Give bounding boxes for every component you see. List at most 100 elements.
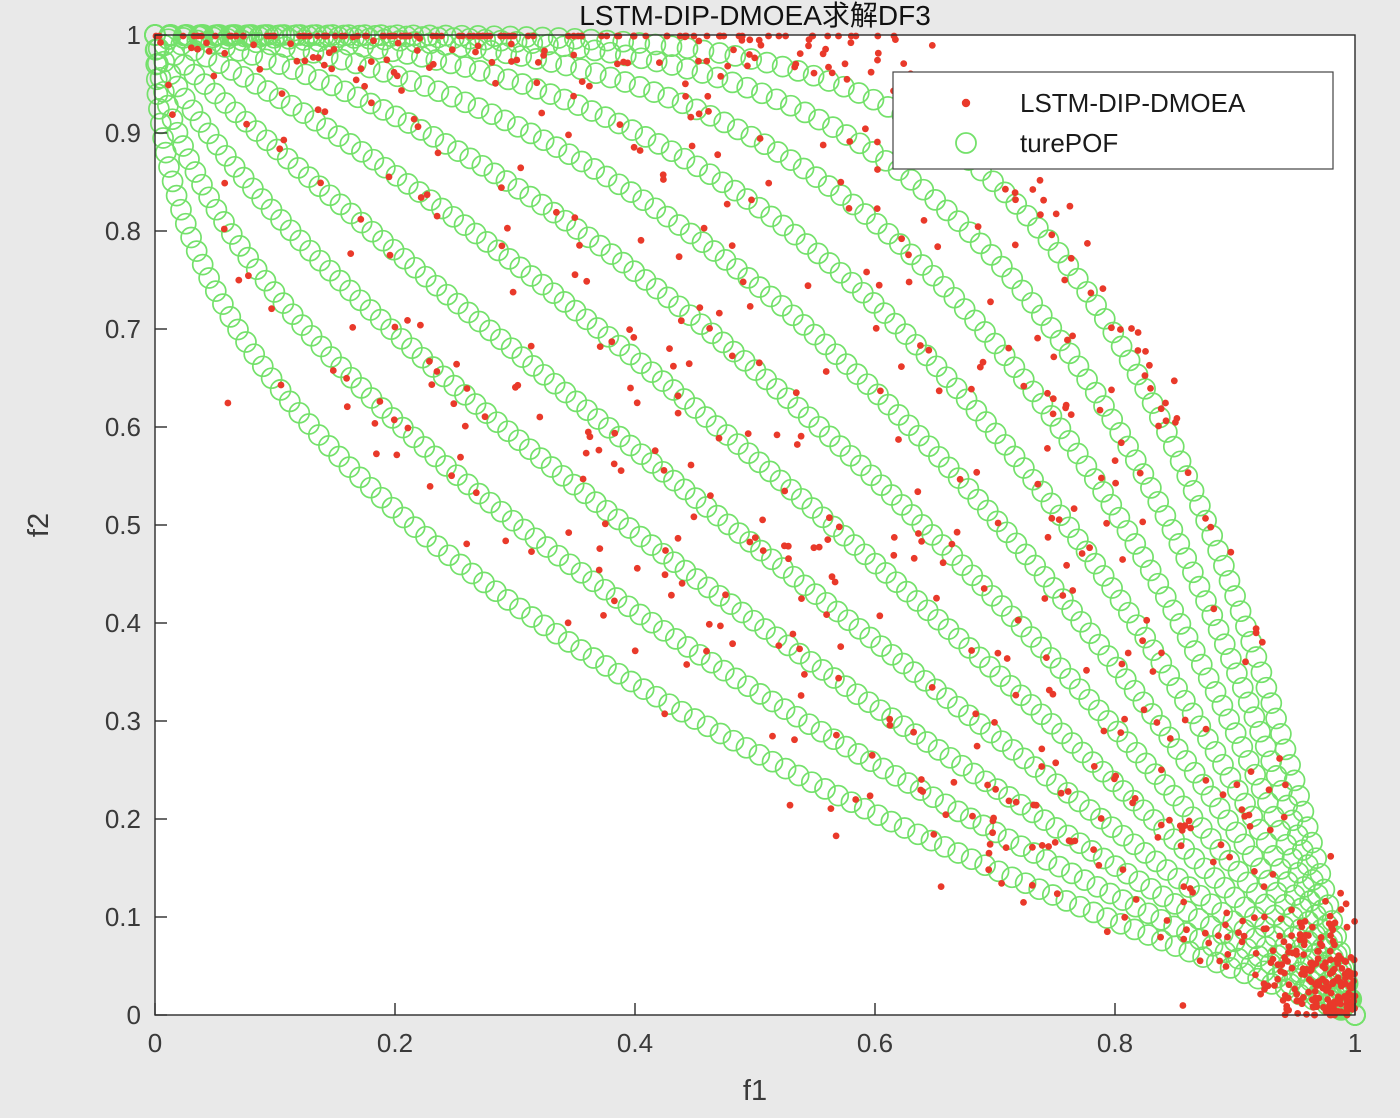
turepof-marker bbox=[823, 667, 845, 689]
lstm-marker bbox=[782, 32, 789, 40]
lstm-marker bbox=[696, 304, 704, 311]
turepof-marker bbox=[205, 198, 228, 221]
turepof-marker bbox=[453, 214, 476, 236]
lstm-marker bbox=[1067, 254, 1075, 262]
lstm-marker bbox=[472, 489, 480, 497]
turepof-marker bbox=[1084, 552, 1107, 575]
lstm-marker bbox=[677, 317, 685, 325]
lstm-marker bbox=[1252, 629, 1260, 637]
turepof-marker bbox=[1218, 569, 1241, 592]
lstm-marker bbox=[1321, 964, 1329, 972]
lstm-marker bbox=[363, 32, 370, 40]
lstm-marker bbox=[226, 32, 234, 40]
turepof-marker bbox=[1296, 854, 1319, 876]
turepof-marker bbox=[362, 148, 385, 171]
lstm-marker bbox=[502, 537, 510, 545]
lstm-marker bbox=[1154, 834, 1162, 841]
turepof-marker bbox=[229, 235, 251, 257]
lstm-marker bbox=[1205, 939, 1213, 947]
lstm-marker bbox=[914, 488, 922, 496]
turepof-marker bbox=[1134, 626, 1157, 649]
turepof-marker bbox=[1241, 845, 1264, 868]
turepof-marker bbox=[191, 173, 213, 196]
lstm-marker bbox=[481, 413, 489, 421]
lstm-marker bbox=[1322, 959, 1329, 966]
turepof-marker bbox=[215, 144, 237, 167]
lstm-marker bbox=[426, 483, 434, 490]
lstm-marker bbox=[786, 801, 794, 809]
turepof-marker bbox=[281, 58, 304, 80]
turepof-marker bbox=[1128, 870, 1151, 893]
turepof-marker bbox=[647, 133, 670, 155]
lstm-marker bbox=[391, 323, 399, 331]
lstm-marker bbox=[472, 48, 479, 56]
lstm-marker bbox=[488, 58, 496, 66]
turepof-marker bbox=[862, 88, 885, 111]
plot-area bbox=[155, 35, 1355, 1015]
lstm-marker bbox=[1045, 843, 1052, 850]
turepof-marker bbox=[607, 662, 630, 685]
turepof-marker bbox=[1213, 554, 1235, 577]
lstm-marker bbox=[633, 399, 641, 407]
lstm-marker bbox=[1020, 382, 1028, 390]
turepof-marker bbox=[396, 173, 419, 195]
turepof-marker bbox=[1158, 726, 1181, 749]
lstm-marker bbox=[1239, 917, 1246, 925]
turepof-marker bbox=[1057, 824, 1079, 847]
lstm-marker bbox=[631, 647, 639, 655]
legend[interactable]: LSTM-DIP-DMOEA turePOF bbox=[892, 71, 1334, 170]
turepof-marker bbox=[1279, 754, 1301, 776]
turepof-marker bbox=[554, 381, 577, 404]
lstm-marker bbox=[1338, 965, 1346, 972]
turepof-marker bbox=[697, 576, 719, 599]
lstm-marker bbox=[1322, 897, 1329, 905]
lstm-marker bbox=[863, 268, 870, 276]
turepof-marker bbox=[623, 260, 646, 283]
lstm-marker bbox=[1180, 883, 1188, 890]
turepof-marker bbox=[853, 797, 876, 820]
turepof-marker bbox=[1296, 816, 1319, 838]
turepof-marker bbox=[869, 699, 892, 722]
lstm-marker bbox=[433, 368, 441, 375]
turepof-marker bbox=[316, 117, 338, 140]
turepof-marker bbox=[1231, 676, 1254, 699]
lstm-marker bbox=[898, 363, 905, 370]
turepof-marker bbox=[872, 757, 895, 780]
turepof-marker bbox=[1257, 869, 1280, 892]
turepof-marker bbox=[173, 87, 196, 110]
turepof-marker bbox=[1190, 653, 1213, 676]
lstm-marker bbox=[600, 612, 607, 619]
turepof-marker bbox=[476, 231, 498, 253]
turepof-marker bbox=[1108, 506, 1131, 529]
lstm-marker bbox=[203, 39, 210, 47]
lstm-marker bbox=[1178, 827, 1186, 834]
turepof-marker bbox=[708, 584, 731, 607]
turepof-marker bbox=[782, 565, 805, 588]
turepof-marker bbox=[321, 74, 343, 97]
turepof-marker bbox=[327, 125, 350, 147]
turepof-marker bbox=[1305, 847, 1328, 870]
lstm-marker bbox=[1318, 942, 1326, 950]
lstm-marker bbox=[1252, 950, 1260, 957]
lstm-marker bbox=[1247, 768, 1255, 775]
lstm-marker bbox=[198, 32, 205, 40]
turepof-marker bbox=[645, 277, 668, 300]
lstm-marker bbox=[306, 32, 313, 40]
turepof-marker bbox=[498, 248, 521, 270]
turepof-marker bbox=[1073, 869, 1096, 891]
turepof-marker bbox=[947, 842, 970, 864]
turepof-marker bbox=[1192, 773, 1214, 796]
turepof-marker bbox=[244, 72, 267, 95]
turepof-marker bbox=[1028, 878, 1051, 901]
lstm-marker bbox=[1020, 899, 1027, 906]
lstm-marker bbox=[837, 643, 845, 650]
turepof-marker bbox=[495, 170, 518, 192]
lstm-marker bbox=[1219, 791, 1227, 799]
turepof-marker bbox=[1123, 679, 1146, 702]
turepof-marker bbox=[630, 47, 653, 70]
turepof-marker bbox=[1229, 600, 1252, 623]
lstm-marker bbox=[1052, 210, 1060, 218]
lstm-marker bbox=[1034, 480, 1042, 488]
lstm-marker bbox=[707, 492, 714, 499]
lstm-marker bbox=[376, 398, 384, 405]
